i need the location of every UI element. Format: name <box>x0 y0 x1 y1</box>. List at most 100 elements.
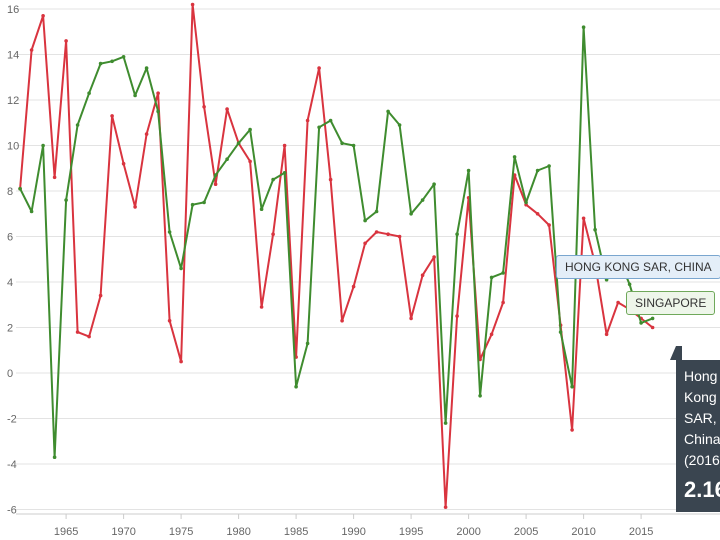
hong-kong-data-point[interactable] <box>156 91 160 95</box>
singapore-data-point[interactable] <box>524 200 528 205</box>
singapore-data-point[interactable] <box>305 341 310 346</box>
singapore-data-point[interactable] <box>593 227 597 232</box>
singapore-data-point[interactable] <box>121 55 126 59</box>
hong-kong-data-point[interactable] <box>75 330 80 334</box>
singapore-data-point[interactable] <box>133 93 137 98</box>
hong-kong-data-point[interactable] <box>501 300 505 305</box>
singapore-data-point[interactable] <box>340 141 344 145</box>
hong-kong-data-point[interactable] <box>443 505 448 510</box>
singapore-data-point[interactable] <box>639 321 643 325</box>
singapore-data-point[interactable] <box>110 59 114 64</box>
singapore-data-point[interactable] <box>179 266 183 271</box>
hong-kong-series-label[interactable]: HONG KONG SAR, CHINA <box>556 255 720 279</box>
hong-kong-data-point[interactable] <box>179 359 183 364</box>
singapore-data-point[interactable] <box>489 275 494 280</box>
hong-kong-data-point[interactable] <box>87 334 91 339</box>
singapore-data-point[interactable] <box>52 455 57 460</box>
hong-kong-data-point[interactable] <box>133 205 137 209</box>
singapore-data-point[interactable] <box>650 316 655 321</box>
hong-kong-data-point[interactable] <box>386 232 390 236</box>
singapore-data-point[interactable] <box>190 202 195 207</box>
hong-kong-data-point[interactable] <box>340 318 344 323</box>
hong-kong-data-point[interactable] <box>41 14 45 18</box>
hong-kong-data-point[interactable] <box>535 212 540 216</box>
hong-kong-data-point[interactable] <box>305 118 310 123</box>
hong-kong-data-point[interactable] <box>432 255 436 259</box>
hong-kong-data-point[interactable] <box>581 216 586 221</box>
singapore-data-point[interactable] <box>581 25 586 30</box>
singapore-data-point[interactable] <box>167 230 172 234</box>
singapore-data-point[interactable] <box>501 271 505 275</box>
hong-kong-data-point[interactable] <box>604 332 609 337</box>
singapore-data-point[interactable] <box>98 61 103 66</box>
hong-kong-data-point[interactable] <box>225 107 229 111</box>
hong-kong-data-point[interactable] <box>397 234 402 239</box>
singapore-data-point[interactable] <box>87 91 91 95</box>
singapore-data-point[interactable] <box>535 168 540 173</box>
singapore-data-point[interactable] <box>75 123 80 127</box>
singapore-data-point[interactable] <box>397 123 402 127</box>
singapore-data-point[interactable] <box>236 141 241 145</box>
hong-kong-data-point[interactable] <box>650 325 655 330</box>
singapore-data-point[interactable] <box>64 198 68 202</box>
singapore-data-point[interactable] <box>248 127 252 132</box>
hong-kong-data-point[interactable] <box>409 316 413 321</box>
hong-kong-data-point[interactable] <box>64 39 68 43</box>
hong-kong-data-point[interactable] <box>271 232 275 236</box>
hong-kong-data-point[interactable] <box>248 159 252 164</box>
hong-kong-data-point[interactable] <box>317 66 321 70</box>
singapore-data-point[interactable] <box>386 109 390 114</box>
hong-kong-data-point[interactable] <box>282 143 287 148</box>
hong-kong-data-point[interactable] <box>363 241 367 246</box>
hong-kong-data-point[interactable] <box>213 182 218 186</box>
singapore-data-point[interactable] <box>259 207 264 211</box>
singapore-series-label[interactable]: SINGAPORE <box>626 291 716 315</box>
singapore-data-point[interactable] <box>547 164 551 168</box>
singapore-data-point[interactable] <box>466 168 471 173</box>
singapore-data-point[interactable] <box>420 198 425 202</box>
hong-kong-data-point[interactable] <box>374 230 379 234</box>
singapore-data-point[interactable] <box>41 143 45 148</box>
singapore-data-point[interactable] <box>29 209 34 214</box>
singapore-data-point[interactable] <box>213 173 218 177</box>
hong-kong-data-point[interactable] <box>455 314 459 318</box>
singapore-data-point[interactable] <box>202 200 206 205</box>
hong-kong-data-point[interactable] <box>110 114 114 118</box>
hong-kong-data-point[interactable] <box>190 2 195 7</box>
hong-kong-data-point[interactable] <box>29 48 34 52</box>
hong-kong-data-point[interactable] <box>52 175 57 180</box>
singapore-data-point[interactable] <box>512 155 517 159</box>
singapore-data-point[interactable] <box>570 384 574 389</box>
hong-kong-data-point[interactable] <box>616 300 620 305</box>
hong-kong-data-point[interactable] <box>259 305 264 309</box>
singapore-data-point[interactable] <box>432 182 436 186</box>
hong-kong-data-point[interactable] <box>167 318 172 323</box>
singapore-data-point[interactable] <box>351 143 356 148</box>
hong-kong-data-point[interactable] <box>121 161 126 166</box>
singapore-data-point[interactable] <box>144 66 149 70</box>
hong-kong-data-point[interactable] <box>98 293 103 298</box>
singapore-data-point[interactable] <box>409 212 413 216</box>
hong-kong-data-point[interactable] <box>144 132 149 136</box>
singapore-data-point[interactable] <box>317 125 321 130</box>
singapore-data-point[interactable] <box>443 421 448 425</box>
singapore-data-point[interactable] <box>294 384 298 389</box>
singapore-data-point[interactable] <box>156 109 160 114</box>
hong-kong-data-point[interactable] <box>351 284 356 289</box>
hong-kong-data-point[interactable] <box>202 105 206 109</box>
singapore-data-point[interactable] <box>627 282 632 287</box>
singapore-data-point[interactable] <box>282 171 287 175</box>
singapore-data-point[interactable] <box>271 177 275 182</box>
hong-kong-data-point[interactable] <box>547 223 551 227</box>
hong-kong-data-point[interactable] <box>328 177 333 182</box>
hong-kong-data-point[interactable] <box>570 428 574 432</box>
singapore-data-point[interactable] <box>328 118 333 123</box>
hong-kong-data-point[interactable] <box>489 332 494 337</box>
singapore-data-point[interactable] <box>374 209 379 214</box>
singapore-data-point[interactable] <box>18 186 22 191</box>
singapore-data-point[interactable] <box>363 218 367 223</box>
singapore-data-point[interactable] <box>225 157 229 161</box>
singapore-data-point[interactable] <box>558 330 563 334</box>
singapore-data-point[interactable] <box>455 232 459 236</box>
singapore-data-point[interactable] <box>478 394 482 398</box>
